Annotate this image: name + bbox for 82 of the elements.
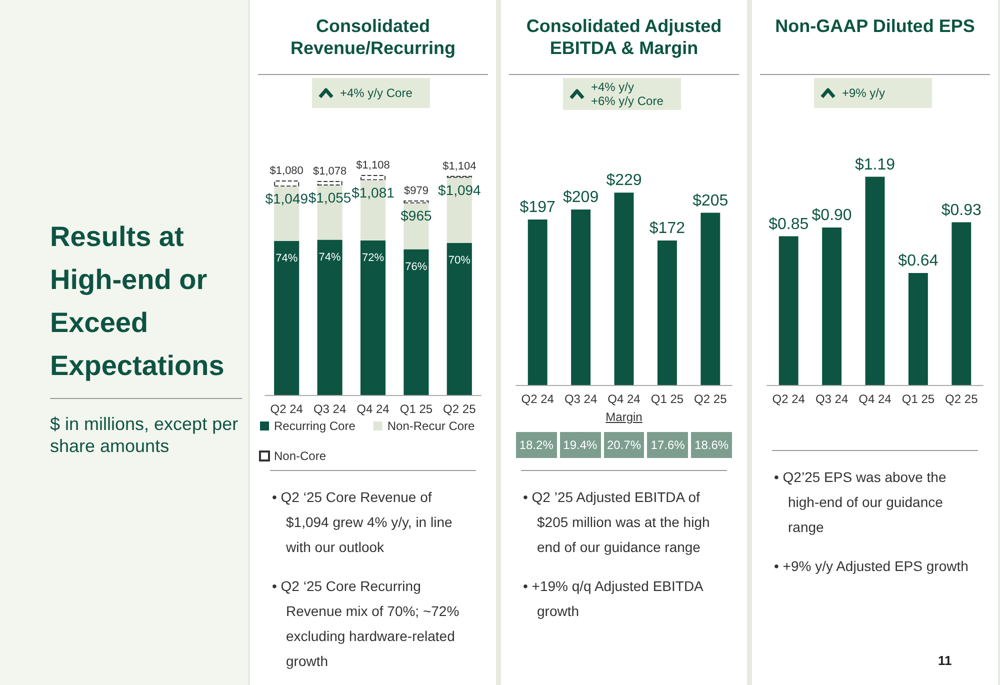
x-tick-label: Q3 24	[815, 392, 848, 406]
annotation: $1,080	[270, 165, 304, 177]
bar	[908, 273, 928, 385]
text: 11	[938, 653, 952, 668]
legend-label: Non-Core	[274, 449, 326, 463]
text: Results at High-end or Exceed Expectations	[50, 220, 226, 383]
text: 17.6%	[647, 432, 688, 458]
text: 18.2%	[516, 432, 557, 458]
text: • Q2’25 EPS was above the high-end of our guidance range	[774, 468, 948, 537]
x-tick-label: Q2 24	[521, 392, 554, 406]
x-tick-label: Q4 24	[858, 392, 892, 406]
x-tick-label: Q2 25	[694, 392, 728, 406]
annotation: $1,104	[442, 160, 476, 172]
x-tick-label: Q2 25	[945, 392, 978, 406]
text: • Q2 ’25 Adjusted EBITDA of $205 million was at the high end of our guidance range	[523, 488, 711, 557]
x-tick-label: Q1 25	[400, 402, 433, 416]
bar	[274, 180, 300, 187]
x-tick-label: Q2 24	[270, 402, 304, 416]
annotation: $1,108	[356, 160, 390, 172]
chart-title: Consolidated Adjusted EBITDA & Margin	[525, 15, 723, 59]
x-tick-label: Q1 25	[902, 392, 935, 406]
text: +4% y/y Core	[340, 86, 412, 100]
bar	[700, 212, 720, 385]
text: $ in millions, except per share amounts	[50, 413, 240, 457]
text: • +19% q/q Adjusted EBITDA growth	[523, 577, 704, 621]
chart-title: Non-GAAP Diluted EPS	[775, 15, 975, 37]
text: +9% y/y	[842, 86, 886, 100]
chart-title: Consolidated Revenue/Recurring	[289, 15, 457, 59]
annotation: 74%	[318, 251, 342, 264]
text: • Q2 ‘25 Core Revenue of $1,094 grew 4% y/y, in line with our outlook	[272, 488, 454, 557]
data-label: $205	[692, 192, 728, 210]
bar	[274, 241, 300, 395]
bar	[528, 220, 548, 385]
x-axis-title: Margin	[604, 410, 644, 424]
x-tick-label: Q4 24	[608, 392, 641, 406]
bar	[822, 228, 842, 385]
x-tick-label: Q3 24	[564, 392, 598, 406]
data-label: $197	[520, 199, 556, 216]
annotation: 74%	[276, 252, 298, 264]
bar	[571, 209, 591, 385]
annotation: 72%	[362, 252, 384, 264]
bar	[778, 236, 798, 385]
annotation: $1,081	[352, 184, 395, 200]
bar	[865, 176, 885, 385]
text: • Q2 ‘25 Core Recurring Revenue mix of 70%; ~72% excluding hardware-related growth	[272, 577, 460, 671]
data-label: $0.85	[768, 216, 809, 233]
bar	[446, 242, 472, 395]
bar	[360, 175, 386, 180]
bar	[317, 240, 342, 395]
bar	[360, 240, 386, 395]
data-label: $209	[563, 188, 599, 206]
data-label: $0.90	[812, 207, 852, 224]
x-tick-label: Q2 24	[772, 392, 806, 406]
x-tick-label: Q1 25	[650, 392, 684, 406]
data-label: $0.64	[898, 252, 938, 270]
legend-label: Recurring Core	[274, 419, 356, 433]
bar	[952, 222, 972, 385]
data-label: $0.93	[941, 202, 982, 219]
text: 18.6%	[691, 432, 732, 458]
annotation: $1,078	[312, 165, 347, 178]
text: 20.7%	[604, 432, 644, 458]
annotation: $979	[404, 185, 428, 198]
x-tick-label: Q2 25	[443, 402, 476, 416]
bar	[317, 180, 342, 186]
text: • +9% y/y Adjusted EPS growth	[774, 557, 970, 576]
x-tick-label: Q4 24	[356, 402, 390, 416]
bar	[657, 240, 677, 385]
bar	[614, 192, 634, 385]
data-label: $1.19	[854, 156, 896, 174]
annotation: $965	[400, 207, 432, 224]
annotation: $1,055	[308, 190, 352, 206]
annotation: 76%	[405, 260, 428, 273]
data-label: $229	[606, 172, 642, 190]
annotation: 70%	[448, 254, 471, 266]
annotation: $1,094	[438, 182, 482, 198]
x-tick-label: Q3 24	[313, 402, 346, 416]
data-label: $172	[649, 220, 686, 238]
legend-label: Non-Recur Core	[387, 419, 476, 433]
annotation: $1,049	[265, 190, 308, 207]
bar	[404, 249, 429, 395]
text: 19.4%	[560, 432, 601, 458]
text: +4% y/y +6% y/y Core	[591, 80, 664, 108]
